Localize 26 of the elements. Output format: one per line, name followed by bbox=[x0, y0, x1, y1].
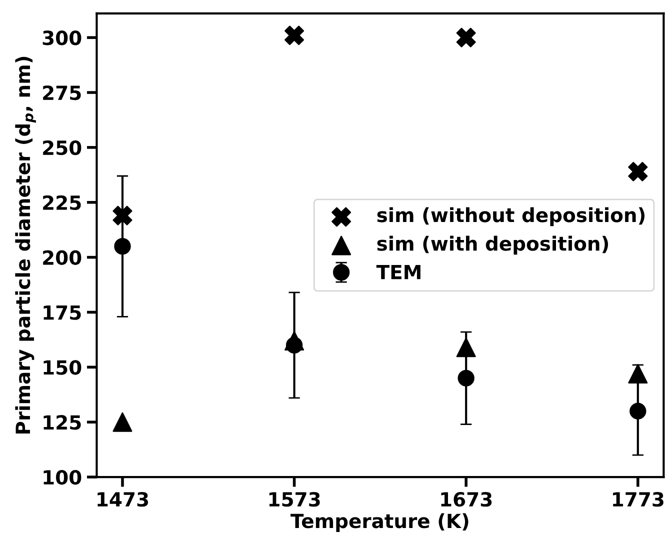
x-tick-label: 1673 bbox=[441, 492, 492, 507]
y-tick-label: 250 bbox=[43, 140, 82, 156]
y-tick-label: 125 bbox=[44, 415, 81, 430]
x-tick-label: 1573 bbox=[269, 492, 320, 507]
point bbox=[630, 402, 646, 420]
point bbox=[112, 206, 132, 226]
y-tick-label: 225 bbox=[43, 195, 81, 210]
point bbox=[114, 238, 131, 255]
y-tick-label: 100 bbox=[44, 470, 82, 485]
y-tick-label: 275 bbox=[43, 85, 81, 100]
y-tick-label: 200 bbox=[43, 250, 82, 265]
point bbox=[456, 28, 476, 48]
y-axis-title: Primary particle diameter (d$_{p}$, nm) bbox=[15, 56, 36, 434]
legend-label: sim (with deposition) bbox=[377, 236, 608, 255]
y-tick-label: 300 bbox=[42, 30, 82, 46]
point bbox=[284, 26, 304, 46]
point bbox=[112, 412, 132, 432]
x-tick-label: 1773 bbox=[613, 492, 664, 507]
point bbox=[458, 370, 474, 386]
x-axis-title: Temperature (K) bbox=[290, 513, 468, 532]
y-tick-label: 175 bbox=[44, 305, 81, 320]
legend-label: sim (without deposition) bbox=[377, 207, 644, 226]
legend-label: TEM bbox=[376, 264, 420, 280]
point bbox=[628, 162, 648, 182]
y-tick-label: 150 bbox=[44, 360, 82, 375]
x-tick-label: 1473 bbox=[98, 492, 148, 507]
